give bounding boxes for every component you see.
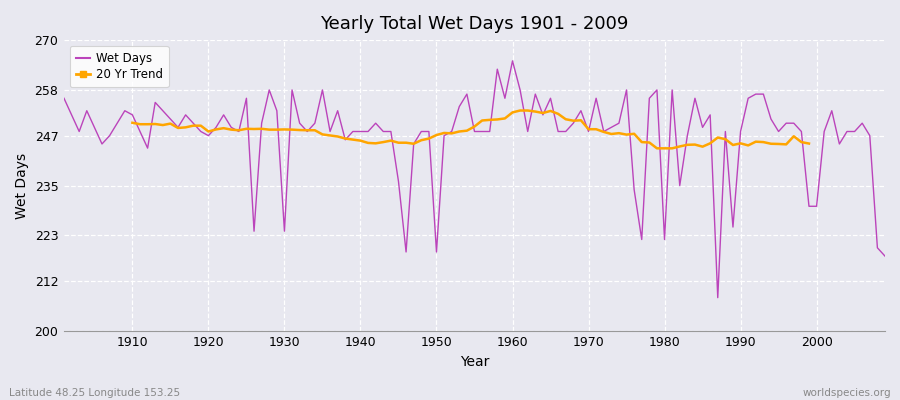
Text: worldspecies.org: worldspecies.org (803, 388, 891, 398)
X-axis label: Year: Year (460, 355, 490, 369)
Legend: Wet Days, 20 Yr Trend: Wet Days, 20 Yr Trend (70, 46, 169, 87)
Y-axis label: Wet Days: Wet Days (15, 152, 29, 218)
Title: Yearly Total Wet Days 1901 - 2009: Yearly Total Wet Days 1901 - 2009 (320, 15, 629, 33)
Text: Latitude 48.25 Longitude 153.25: Latitude 48.25 Longitude 153.25 (9, 388, 180, 398)
